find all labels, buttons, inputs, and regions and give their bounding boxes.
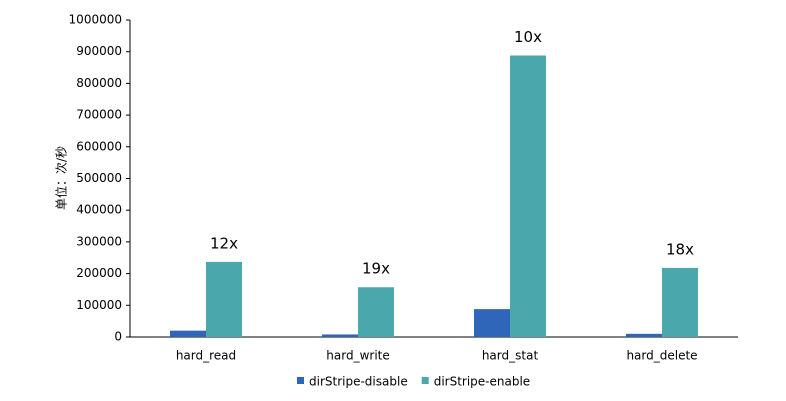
y-tick-label: 0 bbox=[114, 330, 122, 344]
x-tick-label: hard_stat bbox=[482, 349, 539, 363]
y-tick-label: 800000 bbox=[76, 76, 122, 90]
x-tick-label: hard_write bbox=[326, 349, 389, 363]
y-tick-label: 600000 bbox=[76, 139, 122, 153]
bar bbox=[510, 55, 546, 338]
y-tick-label: 200000 bbox=[76, 266, 122, 280]
y-tick-label: 900000 bbox=[76, 44, 122, 58]
bar bbox=[358, 287, 394, 337]
y-axis-label: 单位：次/秒 bbox=[54, 146, 69, 210]
legend-label: dirStripe-disable bbox=[309, 375, 408, 389]
annotation: 19x bbox=[362, 260, 390, 278]
annotation: 10x bbox=[514, 28, 542, 46]
bar bbox=[626, 333, 662, 337]
legend-marker bbox=[421, 377, 429, 384]
annotation: 12x bbox=[210, 234, 238, 252]
bar bbox=[170, 330, 206, 337]
x-tick-label: hard_delete bbox=[626, 349, 697, 363]
y-tick-label: 700000 bbox=[76, 108, 122, 122]
bar bbox=[474, 309, 510, 337]
bar bbox=[322, 334, 358, 337]
y-tick-label: 100000 bbox=[76, 298, 122, 312]
y-tick-label: 300000 bbox=[76, 234, 122, 248]
y-tick-label: 1000000 bbox=[69, 13, 122, 27]
legend-label: dirStripe-enable bbox=[434, 375, 530, 389]
bar bbox=[662, 267, 698, 337]
y-tick-label: 400000 bbox=[76, 203, 122, 217]
y-tick-label: 500000 bbox=[76, 171, 122, 185]
annotation: 18x bbox=[666, 240, 694, 258]
legend-marker bbox=[297, 377, 304, 384]
bar bbox=[206, 261, 242, 337]
x-tick-label: hard_read bbox=[176, 349, 236, 363]
